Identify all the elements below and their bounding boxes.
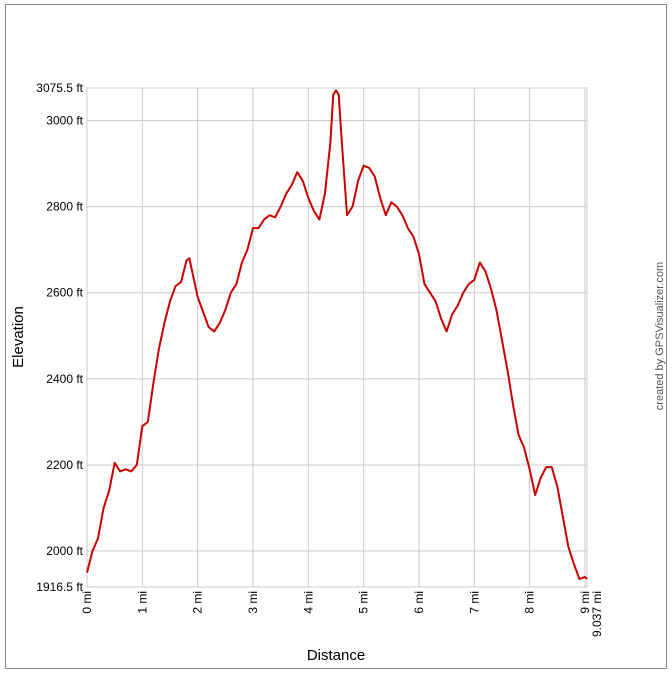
credit: created by GPSVisualizer.com	[654, 262, 666, 410]
elevation-line	[86, 89, 588, 581]
y-tick-label: 2200 ft	[46, 458, 83, 472]
x-tick-label: 9.037 mi	[590, 591, 604, 637]
y-tick-label: 2800 ft	[46, 200, 83, 214]
x-tick-label: 9 mi	[578, 591, 592, 614]
x-axis-label: Distance	[307, 647, 365, 664]
plot-area	[86, 87, 588, 588]
y-tick-label: 3000 ft	[46, 114, 83, 128]
x-tick-label: 8 mi	[523, 591, 537, 614]
y-tick-label: 2000 ft	[46, 544, 83, 558]
x-tick-label: 1 mi	[135, 591, 149, 614]
x-tick-label: 6 mi	[412, 591, 426, 614]
y-tick-label: 2400 ft	[46, 372, 83, 386]
x-tick-label: 2 mi	[191, 591, 205, 614]
x-tick-label: 5 mi	[357, 591, 371, 614]
x-tick-label: 4 mi	[301, 591, 315, 614]
x-tick-label: 0 mi	[80, 591, 94, 614]
x-tick-label: 7 mi	[467, 591, 481, 614]
y-axis-label: Elevation	[10, 306, 27, 368]
x-tick-label: 3 mi	[246, 591, 260, 614]
y-tick-label: 1916.5 ft	[36, 580, 83, 594]
y-tick-label: 3075.5 ft	[36, 81, 83, 95]
y-tick-label: 2600 ft	[46, 286, 83, 300]
